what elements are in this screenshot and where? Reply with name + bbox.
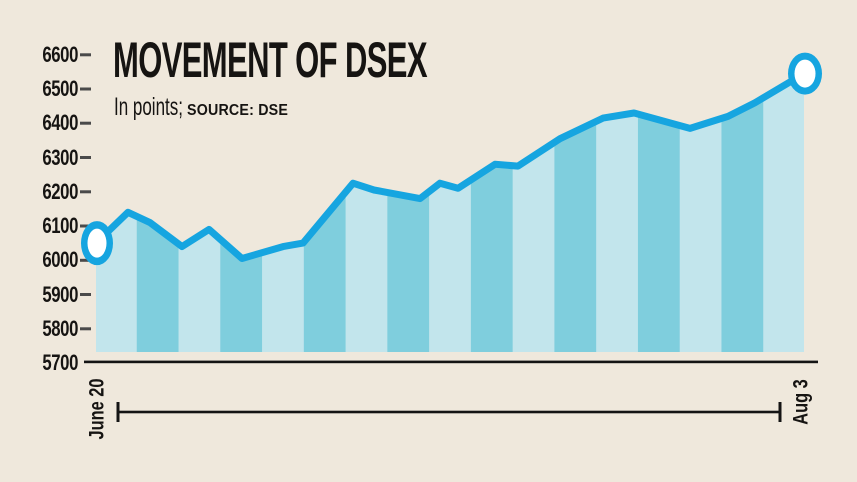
y-axis-label: 5900 (38, 283, 78, 307)
y-axis-label: 6600 (38, 43, 78, 67)
band (596, 0, 638, 352)
band (763, 0, 805, 352)
x-axis-start-label: June 20 (87, 378, 108, 439)
y-tick (80, 156, 91, 159)
band (638, 0, 680, 352)
y-axis-label: 6000 (38, 248, 78, 272)
chart-source-label: SOURCE: DSE (187, 102, 288, 120)
dsex-movement-infographic: MOVEMENT OF DSEX In points; SOURCE: DSE … (0, 0, 857, 482)
start-marker (81, 221, 113, 265)
range-cap-right (779, 402, 782, 422)
range-line (118, 411, 780, 414)
range-cap-left (117, 402, 120, 422)
date-range-bar (117, 402, 782, 422)
band (721, 0, 763, 352)
band (513, 0, 555, 352)
y-axis-label: 5800 (38, 317, 78, 341)
y-tick (80, 327, 91, 330)
y-axis-label: 6500 (38, 77, 78, 101)
y-tick (80, 190, 91, 193)
end-marker-core (795, 60, 816, 88)
band (429, 0, 471, 352)
x-axis-end-label: Aug 3 (791, 379, 812, 425)
y-tick (80, 122, 91, 125)
y-tick (80, 53, 91, 56)
y-tick (80, 293, 91, 296)
y-axis-label: 6400 (38, 111, 78, 135)
chart-title: MOVEMENT OF DSEX (113, 34, 427, 87)
chart-units-label: In points; (114, 93, 183, 122)
band (680, 0, 722, 352)
end-marker (788, 53, 822, 95)
band (554, 0, 596, 352)
start-marker-core (87, 229, 106, 258)
y-axis-label: 6300 (38, 146, 78, 170)
y-tick (80, 88, 91, 91)
y-axis-label: 6200 (38, 180, 78, 204)
y-axis-label: 6100 (38, 214, 78, 238)
x-axis-line (84, 361, 818, 364)
y-axis-label: 5700 (38, 351, 78, 375)
